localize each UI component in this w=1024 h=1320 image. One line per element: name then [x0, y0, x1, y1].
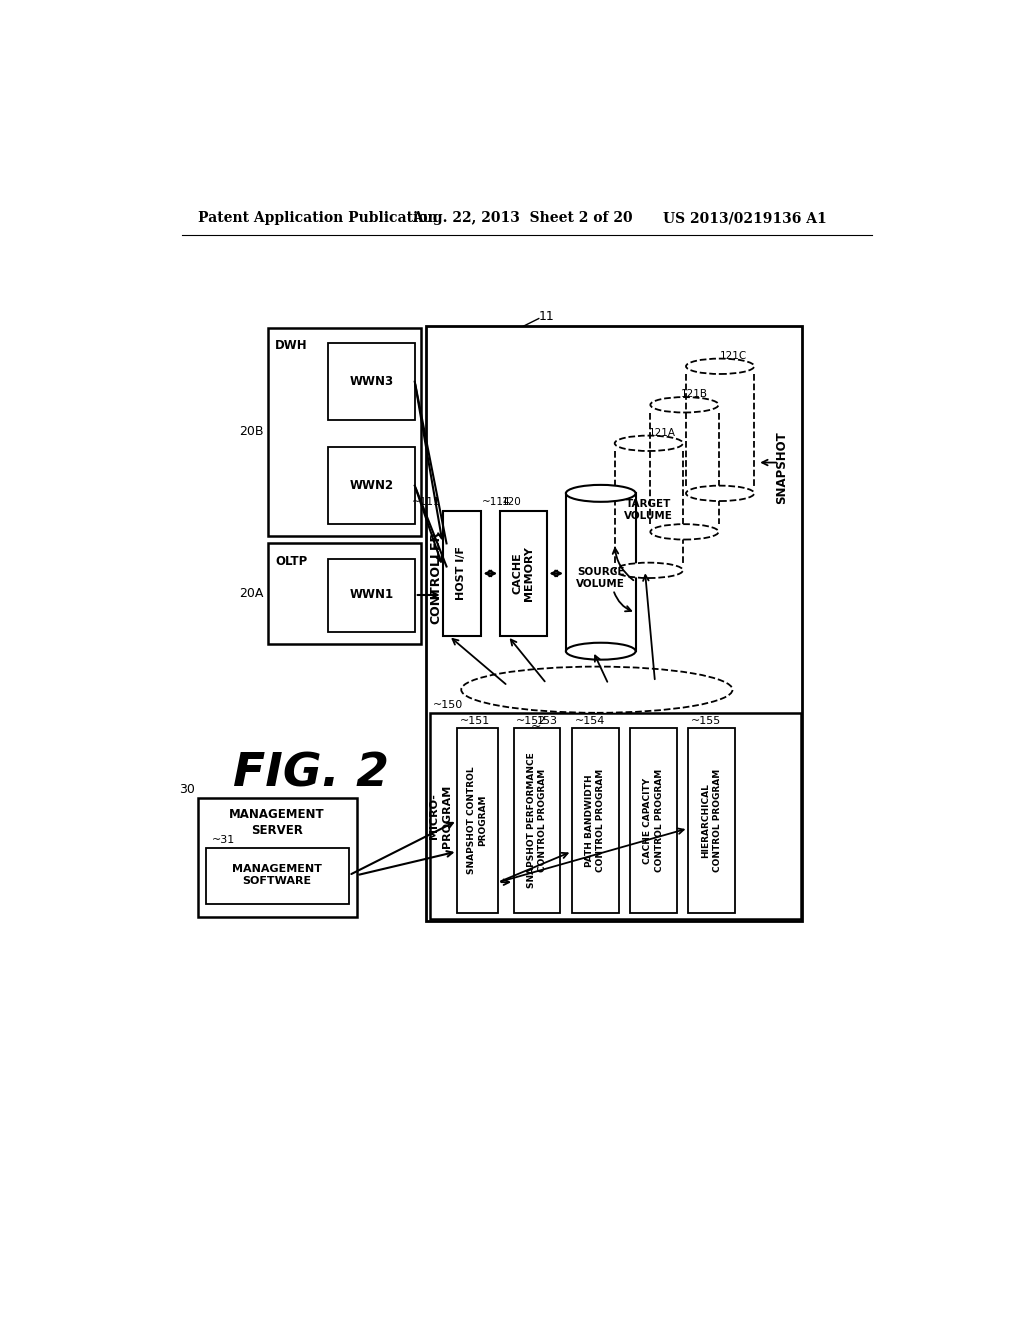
Text: MICRO-
PROGRAM: MICRO- PROGRAM	[429, 784, 452, 847]
Text: Patent Application Publication: Patent Application Publication	[198, 211, 437, 226]
Text: 30: 30	[179, 783, 196, 796]
Text: DWH: DWH	[275, 339, 308, 352]
Text: 153: 153	[538, 715, 558, 726]
Bar	[514, 729, 560, 913]
Text: WWN1: WWN1	[349, 589, 393, 602]
Text: WWN3: WWN3	[349, 375, 393, 388]
Text: ~154: ~154	[574, 715, 605, 726]
Text: ~111: ~111	[412, 496, 440, 507]
Text: ~152: ~152	[516, 715, 547, 726]
Text: 20B: 20B	[240, 425, 263, 438]
Text: 120: 120	[502, 496, 521, 507]
Text: FIG. 2: FIG. 2	[232, 752, 389, 797]
Bar	[430, 713, 801, 919]
Text: Aug. 22, 2013  Sheet 2 of 20: Aug. 22, 2013 Sheet 2 of 20	[413, 211, 633, 226]
Text: ~31: ~31	[212, 834, 234, 845]
Bar	[442, 511, 480, 636]
Text: SOURCE
VOLUME: SOURCE VOLUME	[577, 566, 626, 589]
Bar	[630, 729, 677, 913]
Text: SNAPSHOT: SNAPSHOT	[775, 432, 788, 504]
Ellipse shape	[650, 524, 719, 540]
Text: ~151: ~151	[460, 715, 489, 726]
Text: ~155: ~155	[690, 715, 721, 726]
Text: CONTROLLER: CONTROLLER	[429, 531, 442, 624]
Bar	[267, 544, 421, 644]
Bar	[566, 494, 636, 651]
Ellipse shape	[566, 484, 636, 502]
Text: TARGET
VOLUME: TARGET VOLUME	[625, 499, 673, 521]
Text: CACHE
MEMORY: CACHE MEMORY	[512, 546, 535, 601]
Ellipse shape	[650, 397, 719, 413]
Text: ~: ~	[531, 721, 542, 733]
Text: PATH BANDWIDTH
CONTROL PROGRAM: PATH BANDWIDTH CONTROL PROGRAM	[586, 770, 605, 873]
Bar	[328, 447, 415, 524]
Text: 121C: 121C	[720, 351, 748, 360]
Text: MANAGEMENT
SOFTWARE: MANAGEMENT SOFTWARE	[231, 865, 322, 887]
Ellipse shape	[686, 486, 755, 502]
Text: US 2013/0219136 A1: US 2013/0219136 A1	[663, 211, 826, 226]
Text: 121A: 121A	[649, 428, 676, 437]
Bar	[458, 729, 499, 913]
Bar	[328, 558, 415, 632]
Ellipse shape	[686, 359, 755, 374]
Text: OLTP: OLTP	[275, 554, 307, 568]
Text: ~114: ~114	[482, 496, 511, 507]
Bar	[328, 343, 415, 420]
Bar	[206, 847, 349, 904]
Text: WWN2: WWN2	[349, 479, 393, 492]
Text: 11: 11	[539, 310, 555, 323]
Text: HOST I/F: HOST I/F	[457, 546, 466, 601]
Ellipse shape	[614, 436, 683, 451]
Bar	[572, 729, 618, 913]
Text: 20A: 20A	[240, 587, 263, 601]
Ellipse shape	[566, 643, 636, 660]
Ellipse shape	[614, 562, 683, 578]
Bar	[688, 729, 735, 913]
Text: ~150: ~150	[432, 700, 463, 710]
Bar	[198, 797, 356, 917]
Text: SNAPSHOT PERFORMANCE
CONTROL PROGRAM: SNAPSHOT PERFORMANCE CONTROL PROGRAM	[527, 752, 547, 888]
Text: MANAGEMENT
SERVER: MANAGEMENT SERVER	[229, 808, 325, 837]
Bar	[267, 327, 421, 536]
Ellipse shape	[461, 667, 732, 713]
Bar	[426, 326, 802, 921]
Text: SNAPSHOT CONTROL
PROGRAM: SNAPSHOT CONTROL PROGRAM	[468, 767, 487, 874]
Text: CACHE CAPACITY
CONTROL PROGRAM: CACHE CAPACITY CONTROL PROGRAM	[643, 770, 664, 873]
Text: HIERARCHICAL
CONTROL PROGRAM: HIERARCHICAL CONTROL PROGRAM	[701, 770, 722, 873]
Bar	[500, 511, 547, 636]
Text: 121B: 121B	[681, 389, 708, 399]
